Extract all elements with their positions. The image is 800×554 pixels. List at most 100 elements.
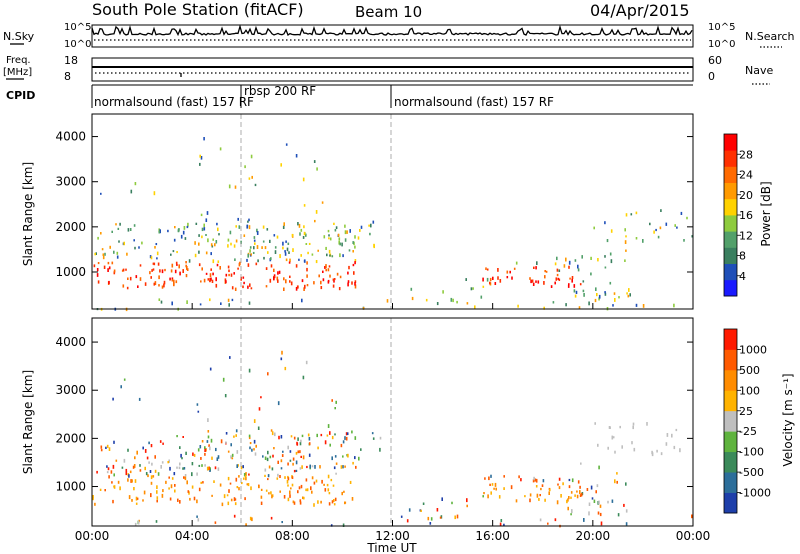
echo-cell — [95, 252, 97, 255]
echo-cell — [309, 464, 311, 469]
echo-cell — [609, 252, 612, 256]
echo-cell — [168, 476, 170, 479]
echo-cell — [354, 456, 356, 460]
echo-cell — [94, 502, 96, 506]
echo-cell — [327, 424, 330, 428]
echo-cell — [141, 241, 143, 245]
power-colorbar-tick-label: 12 — [739, 229, 753, 242]
echo-cell — [285, 240, 287, 243]
echo-cell — [126, 252, 128, 256]
echo-cell — [300, 254, 302, 257]
echo-cell — [225, 280, 227, 284]
velocity-ytick-label: 4000 — [55, 335, 86, 349]
echo-cell — [135, 275, 138, 279]
echo-cell — [148, 441, 150, 445]
power-colorbar-tick-label: 28 — [739, 148, 753, 161]
echo-cell — [333, 499, 335, 502]
echo-cell — [178, 264, 180, 269]
echo-cell — [198, 263, 201, 267]
nsearch-label: N.Search — [745, 30, 795, 43]
echo-cell — [158, 231, 161, 234]
echo-cell — [621, 445, 623, 449]
echo-cell — [119, 486, 121, 491]
echo-cell — [339, 275, 342, 279]
echo-cell — [308, 453, 311, 457]
echo-cell — [613, 292, 616, 295]
echo-cell — [127, 277, 129, 280]
echo-cell — [246, 258, 248, 262]
echo-cell — [209, 467, 211, 471]
echo-cell — [368, 224, 370, 227]
echo-cell — [269, 239, 271, 243]
echo-cell — [489, 281, 491, 285]
echo-cell — [531, 279, 534, 283]
echo-cell — [283, 495, 286, 499]
echo-cell — [480, 295, 483, 299]
echo-cell — [225, 273, 228, 277]
echo-cell — [182, 230, 185, 235]
echo-cell — [161, 461, 164, 464]
echo-cell — [554, 518, 557, 522]
echo-cell — [201, 464, 203, 467]
echo-cell — [225, 441, 227, 444]
echo-cell — [261, 246, 263, 249]
echo-cell — [211, 494, 213, 497]
echo-cell — [149, 271, 151, 275]
power-colorbar: 4 8 12 16 20 24 28 — [723, 133, 753, 297]
echo-cell — [160, 465, 162, 469]
noise-sky-trace — [91, 24, 693, 37]
echo-cell — [324, 266, 326, 269]
echo-cell — [337, 233, 340, 237]
echo-cell — [215, 447, 217, 452]
echo-cell — [330, 478, 333, 482]
echo-cell — [139, 469, 142, 472]
echo-cell — [284, 252, 287, 256]
time-axis-label: Time UT — [366, 541, 417, 554]
echo-cell — [358, 456, 360, 461]
echo-cell — [244, 475, 247, 478]
echo-cell — [278, 270, 281, 274]
echo-cell — [332, 284, 335, 288]
echo-cell — [96, 268, 99, 272]
echo-cell — [134, 479, 137, 483]
echo-cell — [536, 261, 538, 265]
echo-cell — [483, 492, 485, 495]
echo-cell — [497, 268, 499, 272]
echo-cell — [243, 234, 246, 237]
echo-cell — [656, 449, 658, 453]
echo-cell — [327, 268, 330, 272]
nsearch-tick-top: 10^5 — [708, 22, 735, 33]
echo-cell — [156, 490, 158, 494]
echo-cell — [691, 235, 693, 238]
echo-cell — [219, 147, 222, 151]
echo-cell — [321, 201, 324, 204]
echo-cell — [134, 522, 137, 526]
echo-cell — [165, 480, 167, 484]
echo-cell — [163, 280, 166, 285]
echo-cell — [301, 279, 304, 283]
echo-cell — [234, 502, 237, 506]
echo-cell — [123, 378, 126, 381]
echo-cell — [683, 239, 685, 242]
echo-cell — [200, 457, 202, 460]
echo-cell — [535, 485, 538, 488]
echo-cell — [244, 165, 246, 169]
echo-cell — [186, 480, 188, 485]
echo-cell — [238, 475, 240, 478]
time-tick-label: 00:00 — [75, 529, 110, 543]
echo-cell — [666, 433, 669, 437]
echo-cell — [203, 223, 205, 228]
echo-cell — [108, 475, 110, 479]
echo-cell — [299, 450, 301, 454]
echo-cell — [346, 432, 349, 435]
echo-cell — [93, 264, 96, 268]
echo-cell — [320, 500, 322, 504]
echo-cell — [191, 485, 194, 489]
echo-cell — [113, 440, 115, 444]
echo-cell — [625, 213, 628, 217]
echo-cell — [156, 499, 158, 503]
echo-cell — [556, 273, 559, 277]
echo-cell — [599, 504, 602, 508]
echo-cell — [189, 497, 191, 501]
echo-cell — [303, 225, 305, 229]
